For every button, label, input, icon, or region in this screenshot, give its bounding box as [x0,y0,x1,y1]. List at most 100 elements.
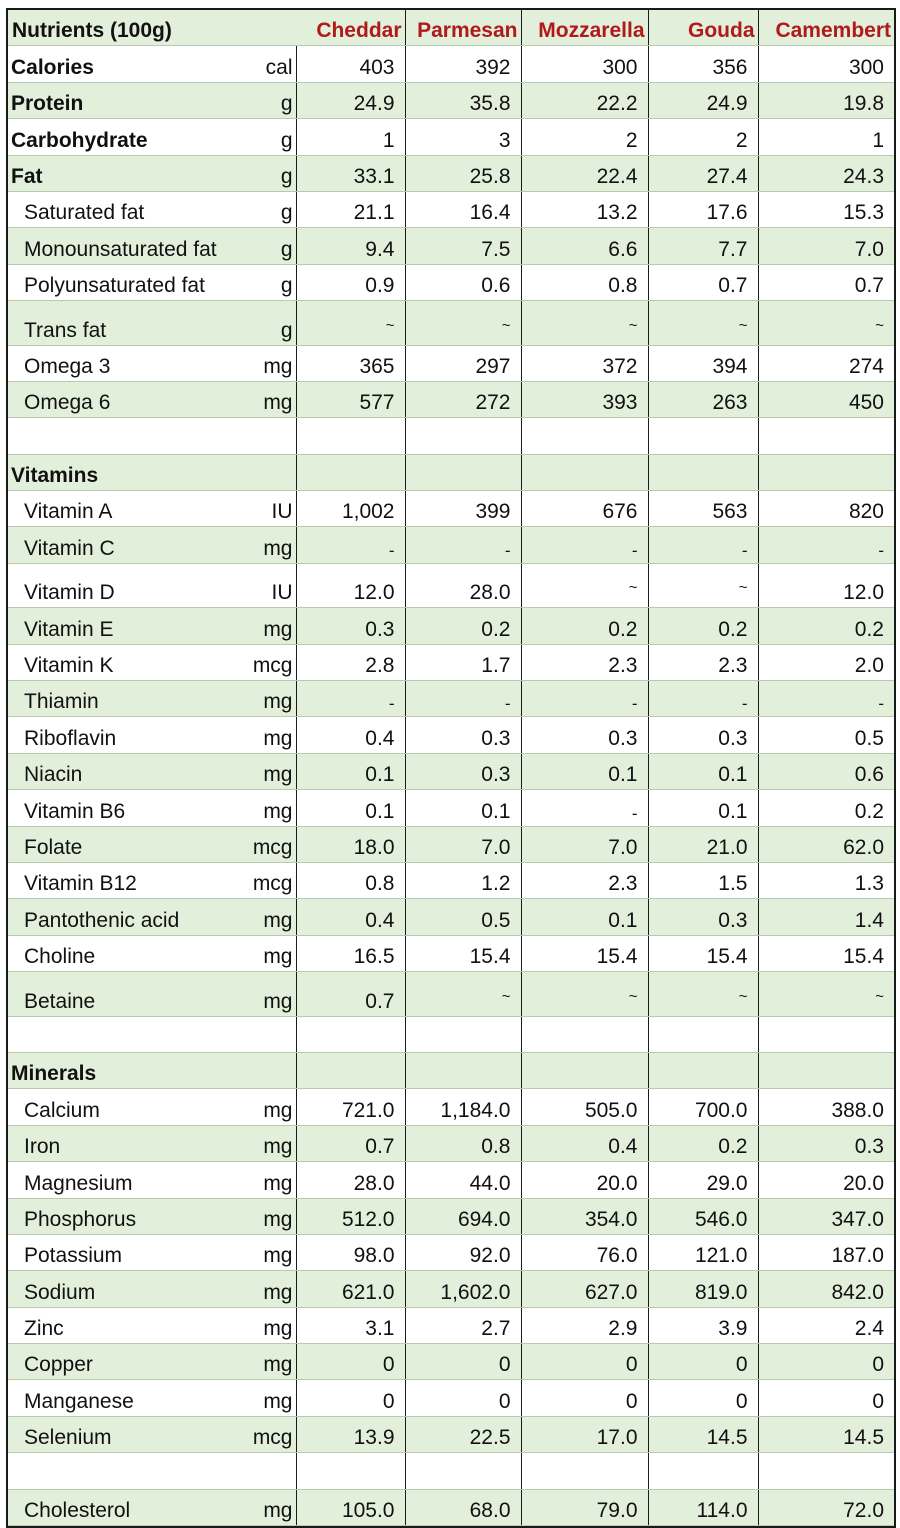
value-cell-camembert: 1.3 [758,862,894,900]
value-cell-cheddar [296,1452,406,1490]
nutrient-unit: mg [238,935,297,973]
nutrient-name: Vitamin A [8,490,238,528]
value-cell-gouda [648,1452,759,1490]
nutrient-unit: g [238,227,297,265]
table-row: Niacin mg 0.1 0.3 0.1 0.1 0.6 [8,753,894,791]
nutrient-unit: mg [238,716,297,754]
table-row: Phosphorus mg 512.0 694.0 354.0 546.0 347.0 [8,1198,894,1235]
value-cell-camembert [758,417,894,455]
nutrient-name: Zinc [8,1307,238,1345]
nutrient-name: Vitamin B12 [8,862,238,900]
value-cell-camembert: 19.8 [758,82,894,120]
value-cell-gouda: 0 [648,1379,759,1417]
nutrient-name: Cholesterol [8,1489,238,1527]
value-cell-parmesan [405,1452,522,1490]
table-row: Polyunsaturated fat g 0.9 0.6 0.8 0.7 0.7 [8,264,894,302]
value-cell-camembert: - [758,526,894,564]
value-cell-cheddar: 0 [296,1379,406,1417]
table-row: Fat g 33.1 25.8 22.4 27.4 24.3 [8,155,894,192]
value-cell-camembert [758,1016,894,1053]
value-cell-gouda: 27.4 [648,155,759,192]
nutrient-name: Polyunsaturated fat [8,264,238,302]
nutrient-unit: mg [238,1125,297,1163]
nutrient-name: Omega 6 [8,381,238,419]
value-cell-mozzarella: - [521,680,649,718]
value-cell-parmesan: 0.3 [405,716,522,754]
value-cell-cheddar: 3.1 [296,1307,406,1345]
value-cell-parmesan: 7.0 [405,826,522,863]
value-cell-cheddar: 721.0 [296,1088,406,1126]
value-cell-gouda: 14.5 [648,1416,759,1454]
value-cell-parmesan: 22.5 [405,1416,522,1454]
value-cell-camembert: 0.7 [758,264,894,302]
value-cell-camembert: 300 [758,45,894,83]
value-cell-camembert: 187.0 [758,1234,894,1272]
value-cell-gouda: 0.2 [648,1125,759,1163]
table-row: Trans fat g ~ ~ ~ ~ ~ [8,300,894,346]
table-row: Iron mg 0.7 0.8 0.4 0.2 0.3 [8,1125,894,1163]
nutrient-unit: mg [238,1161,297,1199]
value-cell-camembert: 0.2 [758,607,894,645]
value-cell-parmesan: 0 [405,1379,522,1417]
nutrient-name: Selenium [8,1416,238,1454]
value-cell-camembert: 820 [758,490,894,528]
value-cell-parmesan: 0.8 [405,1125,522,1163]
value-cell-cheddar: 403 [296,45,406,83]
nutrient-name: Calcium [8,1088,238,1126]
value-cell-gouda: ~ [648,300,759,346]
value-cell-gouda: 17.6 [648,191,759,229]
value-cell-parmesan: 3 [405,118,522,156]
value-cell-cheddar [296,1016,406,1053]
table-row: Riboflavin mg 0.4 0.3 0.3 0.3 0.5 [8,716,894,754]
value-cell-cheddar: 365 [296,345,406,382]
table-row: Monounsaturated fat g 9.4 7.5 6.6 7.7 7.0 [8,227,894,265]
section-title: Vitamins [8,454,238,492]
header-row: Nutrients (100g) Cheddar Parmesan Mozzar… [8,10,894,47]
value-cell-cheddar [296,1052,406,1090]
nutrient-unit: IU [238,490,297,528]
nutrient-name: Phosphorus [8,1198,238,1235]
nutrient-name: Manganese [8,1379,238,1417]
table-row: Omega 3 mg 365 297 372 394 274 [8,345,894,382]
nutrition-table-container: Nutrients (100g) Cheddar Parmesan Mozzar… [6,8,896,1528]
value-cell-parmesan: 0.6 [405,264,522,302]
value-cell-camembert: 62.0 [758,826,894,863]
value-cell-parmesan: 0 [405,1343,522,1381]
value-cell-camembert: 0 [758,1379,894,1417]
value-cell-gouda: 15.4 [648,935,759,973]
value-cell-camembert: 15.4 [758,935,894,973]
value-cell-gouda: 0.1 [648,753,759,791]
table-row: Saturated fat g 21.1 16.4 13.2 17.6 15.3 [8,191,894,229]
value-cell-gouda: 563 [648,490,759,528]
value-cell-parmesan: 0.1 [405,789,522,827]
value-cell-parmesan: - [405,680,522,718]
value-cell-mozzarella: 6.6 [521,227,649,265]
value-cell-gouda: - [648,680,759,718]
nutrient-unit: g [238,82,297,120]
value-cell-parmesan: 7.5 [405,227,522,265]
nutrient-unit: IU [238,563,297,609]
value-cell-cheddar: 0.1 [296,789,406,827]
nutrient-unit [238,1016,297,1053]
section-header-row: Vitamins [8,454,894,492]
value-cell-camembert: 72.0 [758,1489,894,1527]
value-cell-cheddar: 1,002 [296,490,406,528]
value-cell-mozzarella: 17.0 [521,1416,649,1454]
nutrient-name: Fat [8,155,238,192]
value-cell-cheddar: - [296,526,406,564]
value-cell-camembert: 0.6 [758,753,894,791]
value-cell-gouda: 0.2 [648,607,759,645]
table-row: Omega 6 mg 577 272 393 263 450 [8,381,894,419]
value-cell-camembert [758,1052,894,1090]
value-cell-gouda: 0.3 [648,716,759,754]
column-header-parmesan: Parmesan [405,10,522,47]
value-cell-gouda [648,1052,759,1090]
value-cell-gouda: 7.7 [648,227,759,265]
value-cell-parmesan: 16.4 [405,191,522,229]
value-cell-camembert: 1 [758,118,894,156]
table-row: Calories cal 403 392 300 356 300 [8,45,894,83]
value-cell-cheddar: 16.5 [296,935,406,973]
value-cell-gouda: 3.9 [648,1307,759,1345]
value-cell-mozzarella: 7.0 [521,826,649,863]
value-cell-mozzarella: 354.0 [521,1198,649,1235]
